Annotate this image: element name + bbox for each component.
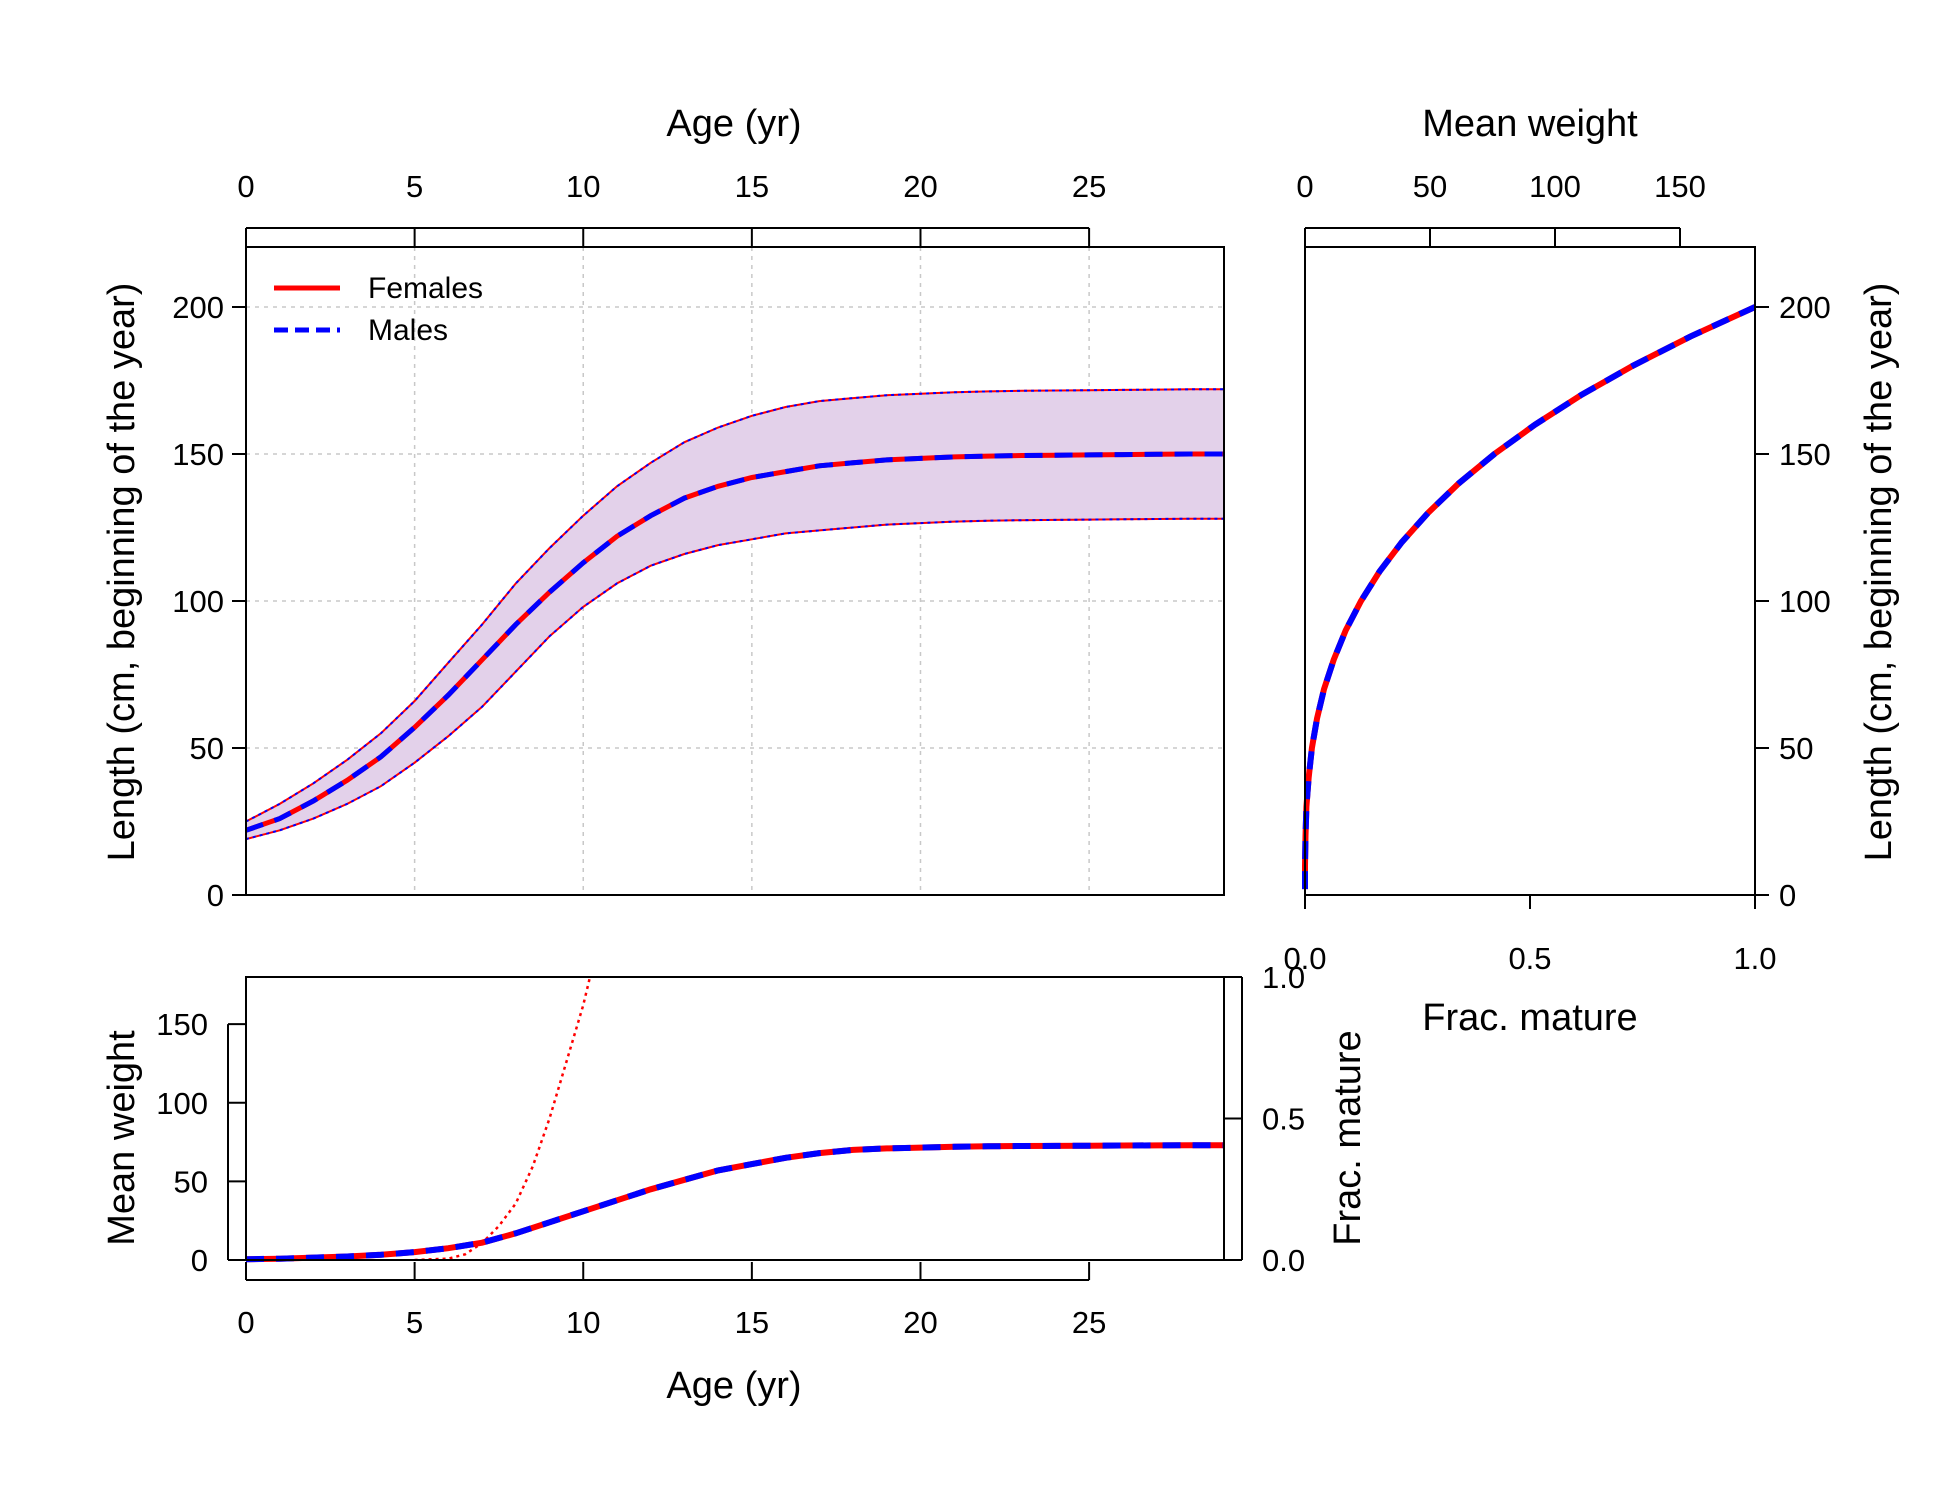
bottom-frac-tick-label-0.0: 0.0 [1283, 941, 1326, 976]
right-frac-tick-label-0.5: 0.5 [1262, 1102, 1305, 1137]
right-length-tick-label-200: 200 [1779, 290, 1831, 325]
bottom-age-tick-label-15: 15 [735, 1305, 769, 1340]
mean-weight-axis-title-top: Mean weight [1422, 103, 1638, 145]
right-length-tick-label-150: 150 [1779, 437, 1831, 472]
top-weight-tick-label-150: 150 [1654, 169, 1706, 204]
bottom-age-tick-label-25: 25 [1072, 1305, 1106, 1340]
weight-maturity-at-age-panel: 0 5 10 15 20 25 0 50 100 150 0.0 0.5 1.0 [156, 960, 1305, 1340]
length-plot-frame [245, 246, 1225, 896]
top-age-tick-label-10: 10 [566, 169, 600, 204]
right-length-tick-label-50: 50 [1779, 731, 1813, 766]
weight-length-maturity-panel: 0 50 100 150 0 50 100 150 200 0.0 0.5 1.0 [1283, 169, 1830, 976]
length-axis-title-left: Length (cm, beginning of the year) [101, 283, 143, 862]
length-tick-label-100: 100 [172, 584, 224, 619]
frac-mature-length-curve-females [1302, 304, 1757, 890]
top-age-tick-label-15: 15 [735, 169, 769, 204]
length-tick-label-0: 0 [207, 878, 224, 913]
bottom-frac-tick-label-1.0: 1.0 [1733, 941, 1776, 976]
top-weight-tick-label-0: 0 [1296, 169, 1313, 204]
left-weight-tick-label-50: 50 [174, 1164, 208, 1199]
top-age-tick-label-20: 20 [903, 169, 937, 204]
length-axis-title-right: Length (cm, beginning of the year) [1858, 283, 1900, 862]
length-at-age-panel: 0 5 10 15 20 25 0 50 100 150 200 [172, 169, 1225, 913]
weight-length-plot-frame [1304, 246, 1756, 896]
top-weight-tick-label-50: 50 [1413, 169, 1447, 204]
band-lower-females [245, 517, 1224, 841]
length-tick-label-50: 50 [190, 731, 224, 766]
legend-females-label: Females [368, 272, 483, 305]
top-age-tick-label-0: 0 [237, 169, 254, 204]
bottom-age-axis-title: Age (yr) [666, 1365, 801, 1407]
legend-males-label: Males [368, 314, 448, 347]
frac-mature-axis-title-bottom: Frac. mature [1422, 997, 1637, 1039]
length-curve-males [245, 451, 1224, 833]
bottom-age-tick-label-5: 5 [406, 1305, 423, 1340]
right-length-tick-label-0: 0 [1779, 878, 1796, 913]
bottom-frac-tick-label-0.5: 0.5 [1508, 941, 1551, 976]
left-weight-tick-label-150: 150 [156, 1007, 208, 1042]
bottom-age-tick-label-10: 10 [566, 1305, 600, 1340]
top-age-axis-title: Age (yr) [666, 103, 801, 145]
frac-mature-axis-title-right: Frac. mature [1327, 1030, 1369, 1245]
right-frac-tick-label-0.0: 0.0 [1262, 1243, 1305, 1278]
length-tick-label-200: 200 [172, 290, 224, 325]
weight-at-age-plot-frame [245, 976, 1225, 1261]
left-weight-tick-label-100: 100 [156, 1086, 208, 1121]
top-age-tick-label-5: 5 [406, 169, 423, 204]
length-interval-band [246, 389, 1224, 840]
top-age-tick-label-25: 25 [1072, 169, 1106, 204]
bottom-age-tick-label-20: 20 [903, 1305, 937, 1340]
band-upper-males [245, 388, 1224, 823]
right-frac-tick-label-1.0: 1.0 [1262, 960, 1305, 995]
mean-weight-curve-males [245, 1142, 1224, 1263]
band-lower-males [245, 517, 1224, 841]
frac-mature-length-curve-males [1302, 304, 1757, 890]
bottom-age-tick-label-0: 0 [237, 1305, 254, 1340]
mean-weight-curve-females [245, 1142, 1224, 1263]
top-weight-tick-label-100: 100 [1529, 169, 1581, 204]
length-tick-label-150: 150 [172, 437, 224, 472]
left-weight-tick-label-0: 0 [191, 1243, 208, 1278]
legend: Females Males [274, 272, 483, 347]
mean-weight-axis-title-left: Mean weight [101, 1030, 143, 1246]
right-length-tick-label-100: 100 [1779, 584, 1831, 619]
